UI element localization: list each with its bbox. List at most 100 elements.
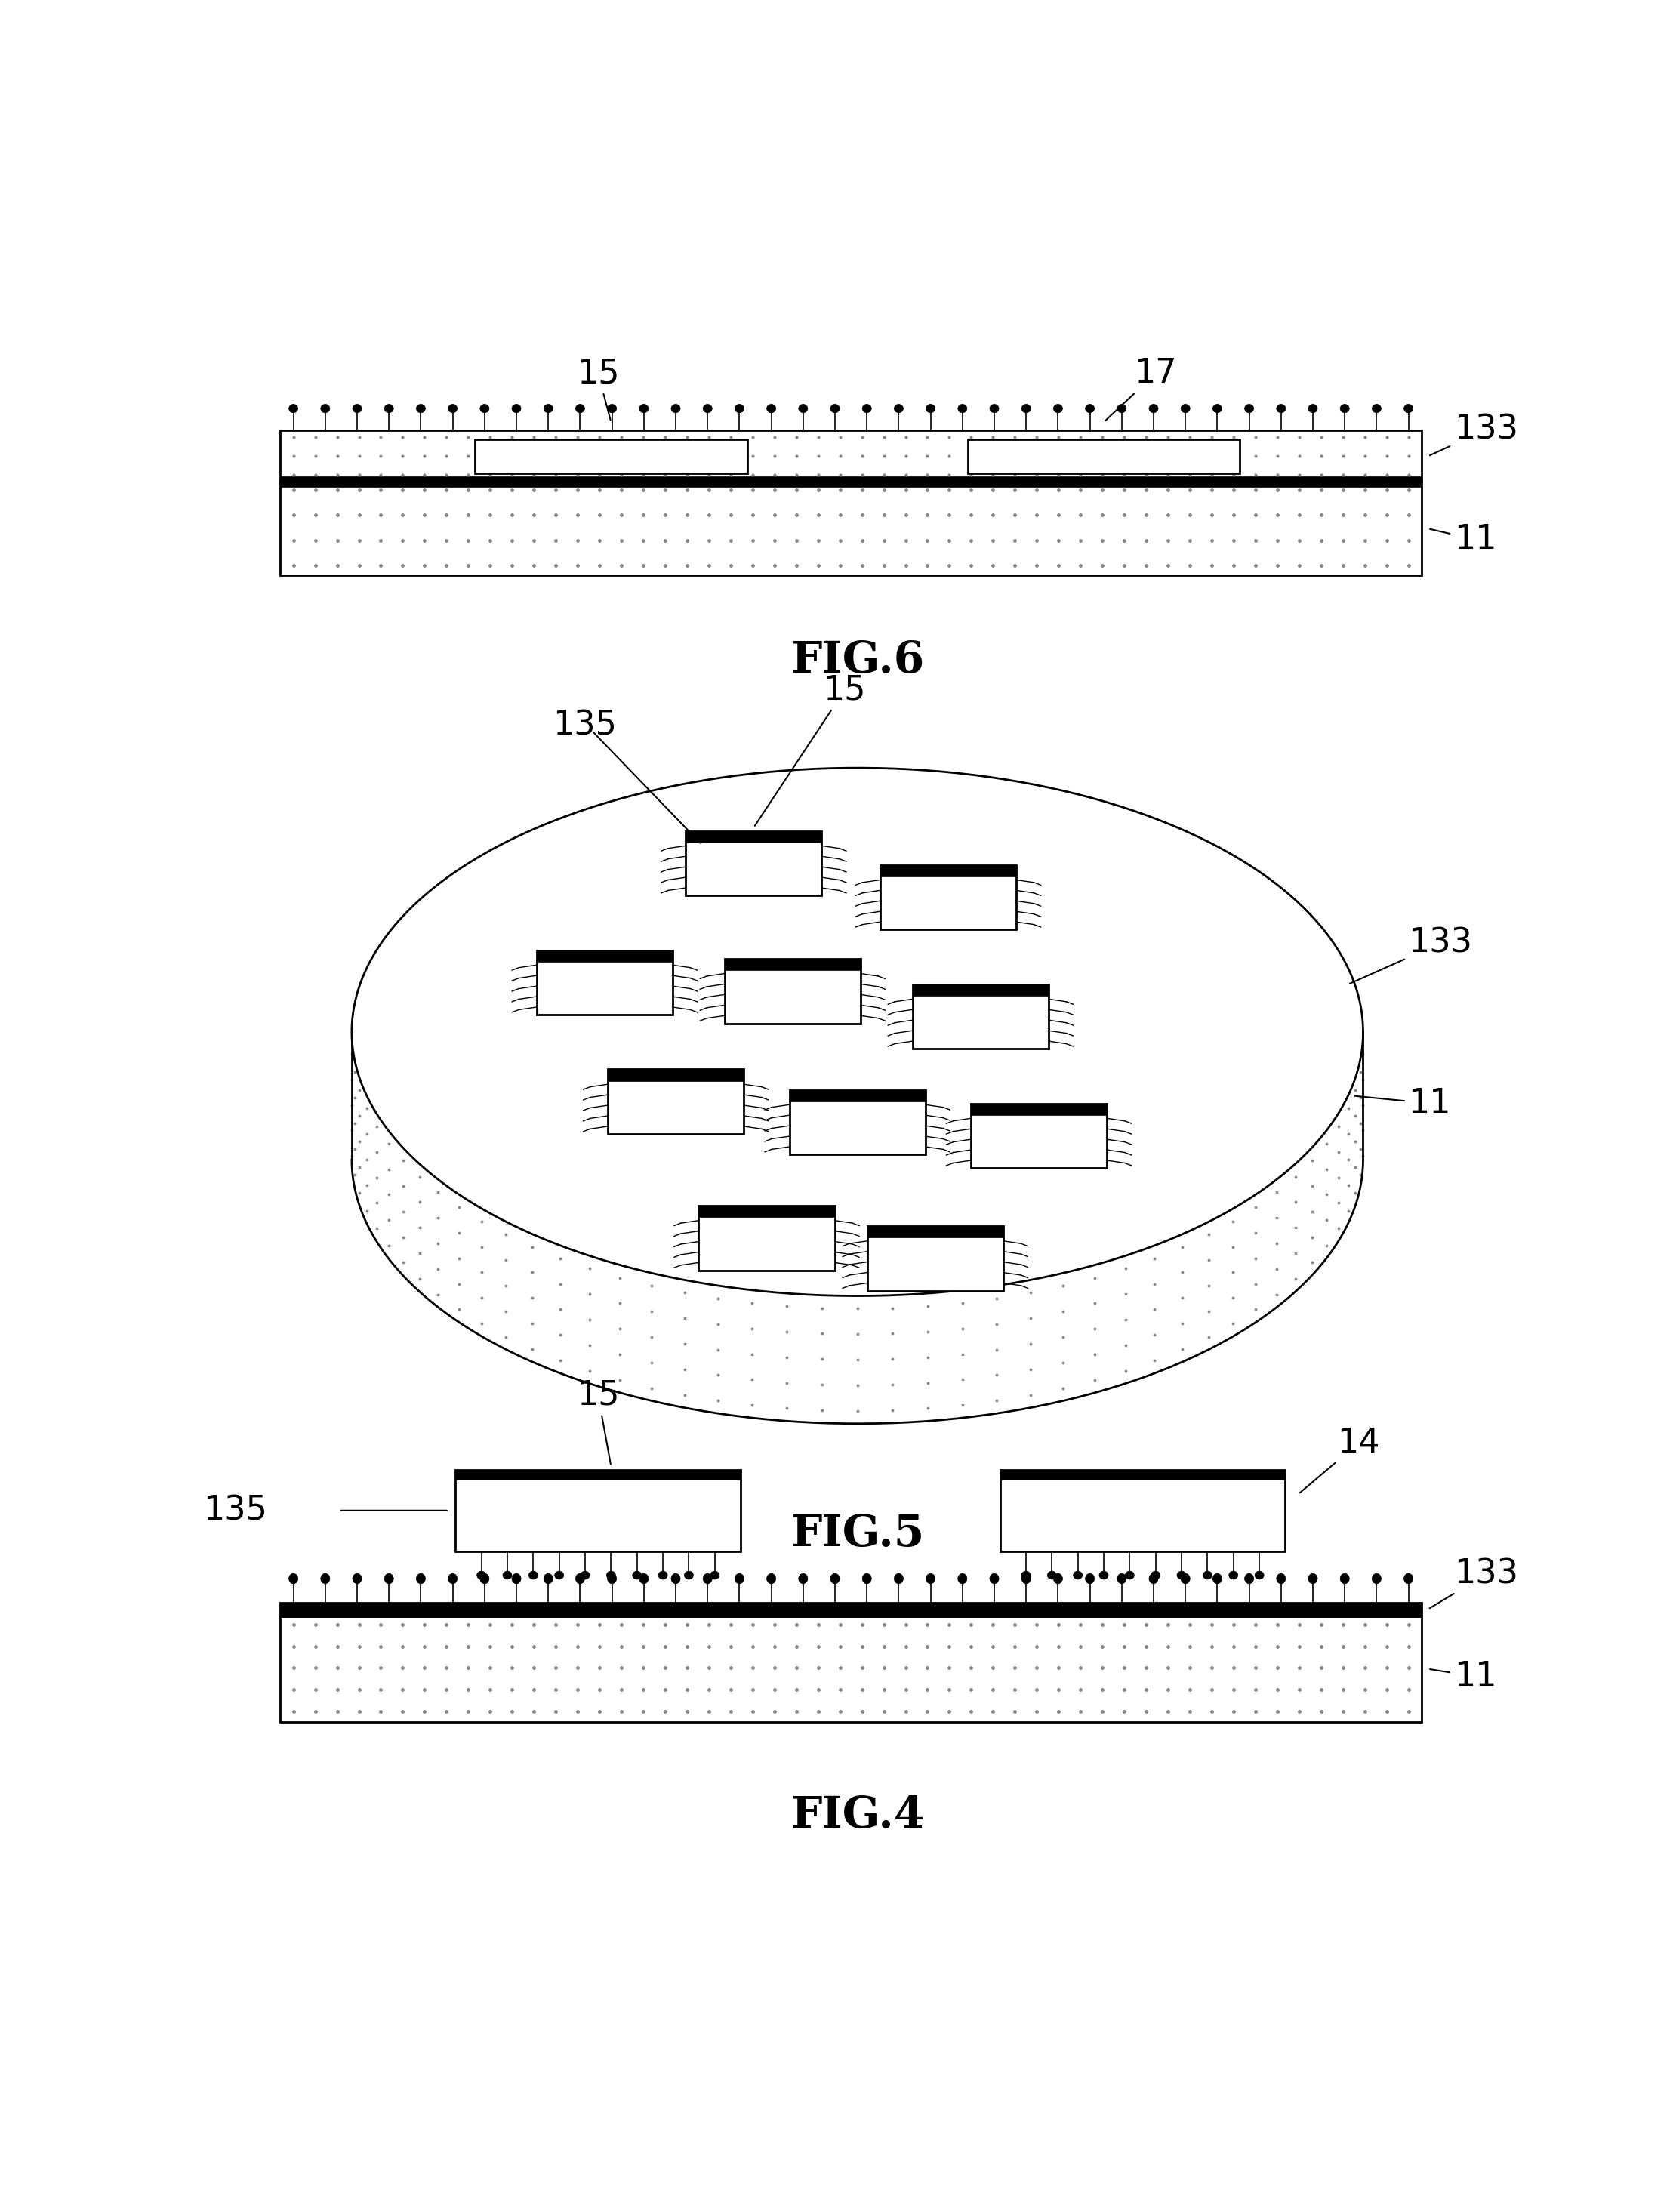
- Ellipse shape: [1404, 405, 1414, 414]
- Ellipse shape: [289, 1573, 298, 1584]
- Ellipse shape: [1151, 1571, 1159, 1579]
- Ellipse shape: [607, 1571, 616, 1579]
- Ellipse shape: [576, 405, 584, 414]
- Ellipse shape: [1213, 405, 1221, 414]
- Ellipse shape: [927, 405, 935, 414]
- Ellipse shape: [1054, 405, 1062, 414]
- Bar: [970, 1104, 1108, 1168]
- Ellipse shape: [512, 1573, 520, 1584]
- Ellipse shape: [893, 1573, 903, 1584]
- Ellipse shape: [504, 1571, 512, 1579]
- Ellipse shape: [1022, 1571, 1031, 1579]
- Ellipse shape: [734, 1573, 744, 1584]
- Bar: [880, 865, 1016, 929]
- Text: 135: 135: [204, 1495, 268, 1526]
- Ellipse shape: [480, 405, 489, 414]
- Ellipse shape: [798, 405, 808, 414]
- Ellipse shape: [684, 1571, 693, 1579]
- Ellipse shape: [289, 405, 298, 414]
- Bar: [867, 1225, 1004, 1239]
- Ellipse shape: [385, 405, 393, 414]
- Ellipse shape: [798, 1573, 808, 1584]
- Text: 14: 14: [1300, 1427, 1380, 1493]
- Ellipse shape: [1118, 1573, 1126, 1584]
- Bar: [699, 1206, 835, 1217]
- Ellipse shape: [959, 1573, 967, 1584]
- Ellipse shape: [1404, 1573, 1414, 1584]
- Text: 11: 11: [1430, 1661, 1496, 1692]
- Ellipse shape: [448, 1573, 457, 1584]
- Polygon shape: [351, 768, 1363, 1296]
- Text: FIG.4: FIG.4: [790, 1794, 925, 1836]
- Ellipse shape: [581, 1571, 589, 1579]
- Ellipse shape: [1054, 1573, 1062, 1584]
- Bar: [686, 832, 821, 843]
- Ellipse shape: [671, 1573, 681, 1584]
- Ellipse shape: [1372, 1573, 1382, 1584]
- Text: 11: 11: [1355, 1086, 1450, 1119]
- Bar: [967, 440, 1240, 473]
- Ellipse shape: [766, 1573, 776, 1584]
- Ellipse shape: [1047, 1571, 1056, 1579]
- Bar: [724, 958, 860, 971]
- Ellipse shape: [607, 405, 617, 414]
- Bar: [281, 1601, 1422, 1617]
- Ellipse shape: [711, 1571, 719, 1579]
- Bar: [912, 984, 1049, 1048]
- Ellipse shape: [385, 1573, 393, 1584]
- Bar: [537, 951, 673, 962]
- Ellipse shape: [1213, 1573, 1221, 1584]
- Ellipse shape: [639, 1573, 649, 1584]
- Text: FIG.6: FIG.6: [791, 639, 923, 681]
- Bar: [880, 865, 1016, 876]
- Bar: [537, 951, 673, 1015]
- Ellipse shape: [1086, 405, 1094, 414]
- Text: 135: 135: [552, 710, 617, 741]
- Ellipse shape: [893, 405, 903, 414]
- Ellipse shape: [512, 405, 520, 414]
- Ellipse shape: [480, 1573, 489, 1584]
- Ellipse shape: [671, 405, 681, 414]
- Bar: [790, 1091, 925, 1102]
- Ellipse shape: [544, 405, 552, 414]
- Ellipse shape: [1022, 1573, 1031, 1584]
- Bar: [455, 1469, 741, 1551]
- Ellipse shape: [1340, 405, 1350, 414]
- Ellipse shape: [959, 405, 967, 414]
- Ellipse shape: [734, 405, 744, 414]
- Ellipse shape: [448, 405, 457, 414]
- Ellipse shape: [1245, 1573, 1253, 1584]
- Bar: [281, 482, 1422, 575]
- Ellipse shape: [1230, 1571, 1238, 1579]
- Ellipse shape: [1340, 1573, 1350, 1584]
- Ellipse shape: [659, 1571, 668, 1579]
- Ellipse shape: [1181, 1573, 1190, 1584]
- Ellipse shape: [703, 405, 713, 414]
- Ellipse shape: [321, 1573, 330, 1584]
- Text: 15: 15: [577, 358, 619, 420]
- Ellipse shape: [1308, 1573, 1317, 1584]
- Bar: [686, 832, 821, 896]
- Ellipse shape: [544, 1573, 552, 1584]
- Ellipse shape: [1245, 405, 1253, 414]
- Ellipse shape: [1118, 405, 1126, 414]
- Ellipse shape: [1126, 1571, 1134, 1579]
- Ellipse shape: [1022, 405, 1031, 414]
- Ellipse shape: [353, 405, 361, 414]
- Ellipse shape: [576, 1573, 584, 1584]
- Bar: [475, 440, 748, 473]
- Bar: [1000, 1469, 1285, 1551]
- Ellipse shape: [1255, 1571, 1263, 1579]
- Ellipse shape: [990, 1573, 999, 1584]
- Text: FIG.5: FIG.5: [791, 1513, 923, 1555]
- Text: 11: 11: [1430, 524, 1496, 555]
- Ellipse shape: [1181, 405, 1190, 414]
- Text: 133: 133: [1350, 927, 1472, 984]
- Ellipse shape: [417, 1573, 425, 1584]
- Ellipse shape: [1203, 1571, 1211, 1579]
- Bar: [1000, 1469, 1285, 1480]
- Ellipse shape: [1086, 1573, 1094, 1584]
- Ellipse shape: [1276, 405, 1285, 414]
- Ellipse shape: [1149, 1573, 1158, 1584]
- Bar: [912, 984, 1049, 995]
